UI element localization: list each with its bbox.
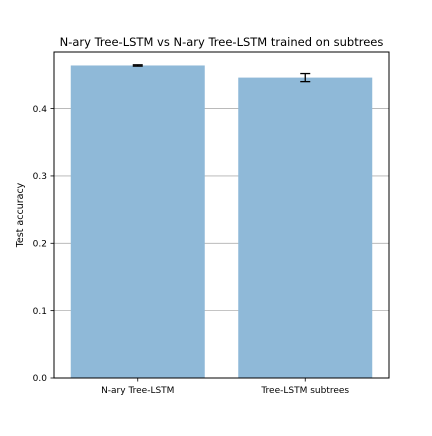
y-tick-label: 0.0 [33,374,48,384]
x-tick-label: Tree-LSTM subtrees [260,386,349,396]
bar [238,77,373,379]
bar [70,65,205,379]
bars-layer [70,65,373,379]
y-axis: 0.0 0.1 0.2 0.3 0.4 [33,105,54,384]
chart-title: N-ary Tree-LSTM vs N-ary Tree-LSTM train… [60,35,384,49]
error-bars-layer [132,64,311,83]
y-tick-label: 0.2 [33,239,47,249]
y-tick-label: 0.3 [33,172,47,182]
x-axis: N-ary Tree-LSTM Tree-LSTM subtrees [101,378,349,396]
y-tick-label: 0.4 [33,105,48,115]
y-tick-label: 0.1 [33,307,47,317]
y-axis-label: Test accuracy [15,182,26,248]
plot-frame [53,51,390,379]
x-tick-label: N-ary Tree-LSTM [101,386,174,396]
